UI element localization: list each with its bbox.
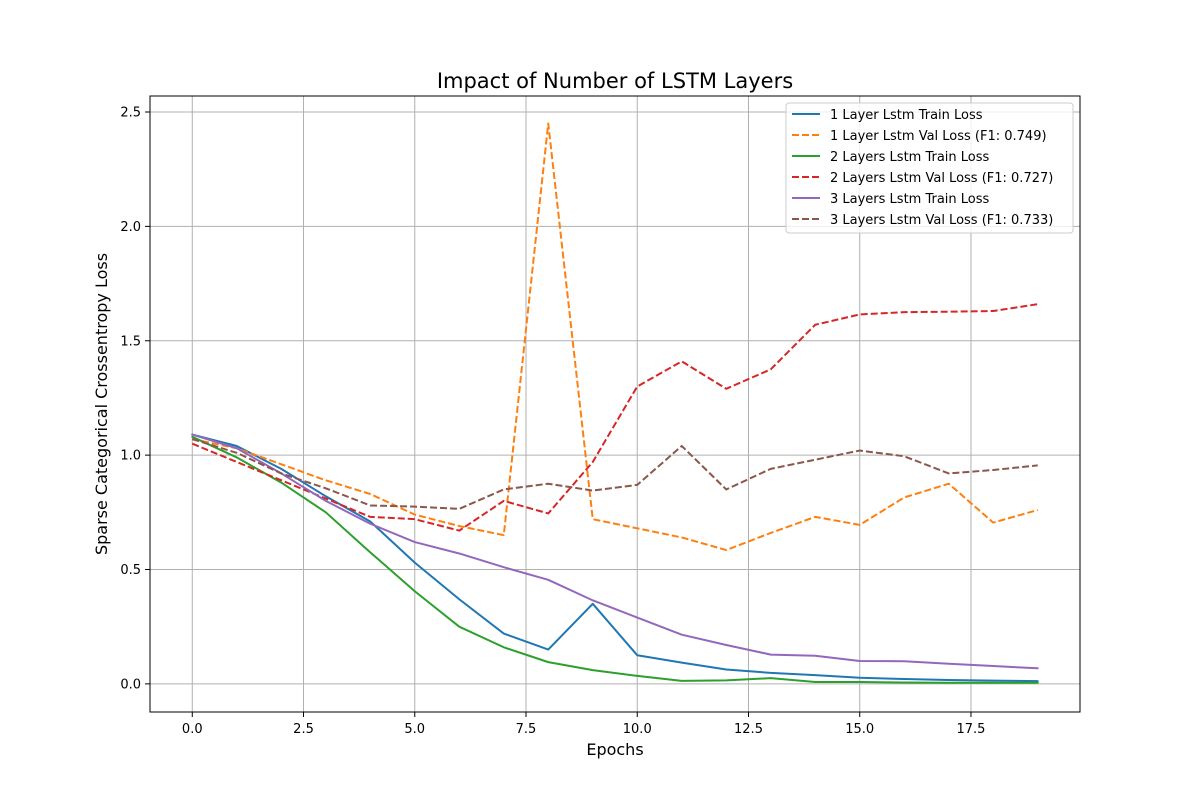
y-tick-label: 0.5 (120, 563, 141, 578)
series-lines (191, 122, 1039, 684)
series-line-2 (192, 122, 1039, 552)
y-axis-title: Sparse Categorical Crossentropy Loss (92, 253, 111, 555)
x-axis-title: Epochs (586, 740, 643, 759)
plot-frame (149, 95, 1081, 713)
legend-label-6: 3 Layers Lstm Val Loss (F1: 0.733) (830, 213, 1053, 228)
legend-label-4: 2 Layers Lstm Val Loss (F1: 0.727) (830, 171, 1053, 186)
x-tick-label: 2.5 (293, 722, 314, 737)
x-tick-label: 7.5 (516, 722, 537, 737)
series-line-5 (191, 433, 1039, 670)
y-tick-label: 0.0 (120, 677, 141, 692)
y-axis: 0.0 0.5 1.0 1.5 2.0 2.5 (120, 106, 150, 692)
legend: 1 Layer Lstm Train Loss 1 Layer Lstm Val … (785, 102, 1074, 234)
y-tick-label: 1.5 (120, 334, 141, 349)
series-line-1 (191, 433, 1039, 683)
x-tick-label: 10.0 (623, 722, 652, 737)
y-tick-label: 2.0 (120, 220, 141, 235)
x-tick-label: 17.5 (957, 722, 986, 737)
legend-label-1: 1 Layer Lstm Train Loss (830, 108, 983, 123)
legend-box (785, 102, 1074, 234)
y-tick-label: 1.0 (120, 449, 141, 464)
legend-label-5: 3 Layers Lstm Train Loss (830, 192, 990, 207)
legend-label-3: 2 Layers Lstm Train Loss (830, 150, 990, 165)
series-line-4 (191, 303, 1038, 532)
x-tick-label: 12.5 (734, 722, 763, 737)
x-tick-label: 15.0 (845, 722, 874, 737)
x-tick-label: 0.0 (182, 722, 203, 737)
legend-label-2: 1 Layer Lstm Val Loss (F1: 0.749) (830, 129, 1047, 144)
x-tick-label: 5.0 (404, 722, 425, 737)
chart-title: Impact of Number of LSTM Layers (437, 69, 793, 93)
series-line-6 (191, 438, 1038, 510)
y-tick-label: 2.5 (120, 106, 141, 121)
series-line-3 (191, 435, 1039, 684)
x-axis: 0.0 2.5 5.0 7.5 10.0 12.5 15.0 17.5 (182, 712, 986, 737)
